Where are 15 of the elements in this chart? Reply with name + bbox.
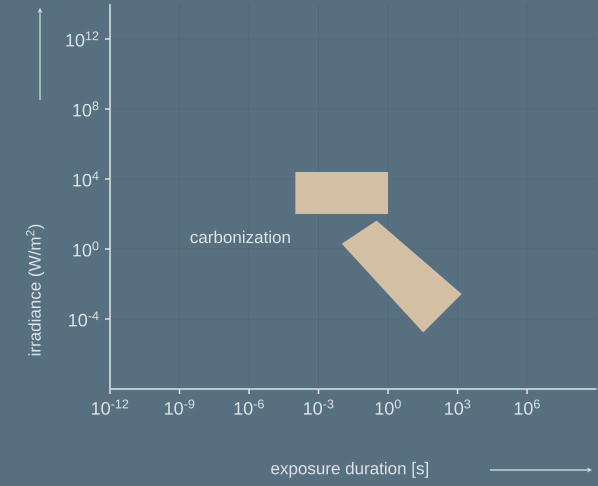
y-tick-label: 10$^{8}$ [73, 101, 98, 117]
x-axis-title: exposure duration [s] [271, 462, 428, 478]
x-tick-label: 10$^{-9}$ [165, 400, 194, 415]
y-tick-label: 10$^{0}$ [73, 241, 98, 257]
x-tick-label: 10$^{3}$ [445, 400, 470, 415]
x-tick-label: 10$^{-6}$ [234, 400, 264, 415]
y-tick-label: 10$^{4}$ [73, 171, 99, 187]
annotation: carbonization [190, 230, 290, 244]
y-axis-title: irradiance (W/m$^{2}$) [26, 224, 44, 356]
y-tick-label: 10$^{-4}$ [69, 311, 99, 327]
x-tick-label: 10$^{0}$ [376, 400, 401, 415]
x-tick-label: 10$^{-3}$ [304, 400, 334, 415]
x-tick-label: 10$^{-12}$ [92, 400, 128, 415]
x-tick-label: 10$^{6}$ [514, 400, 540, 415]
y-tick-label: 10$^{12}$ [66, 31, 98, 47]
